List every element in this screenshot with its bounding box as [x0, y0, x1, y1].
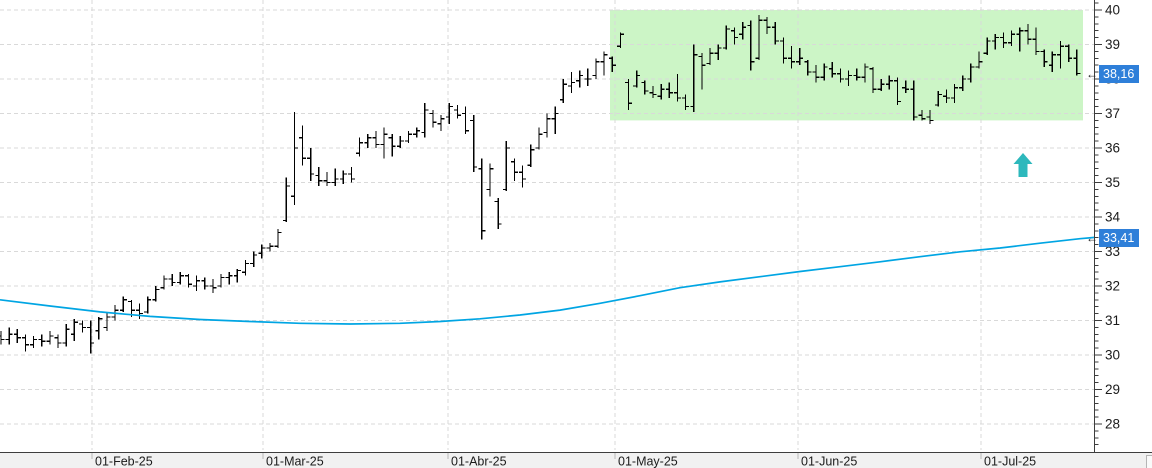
y-axis-label: 33	[1105, 244, 1120, 259]
ma-line	[0, 236, 1096, 325]
y-axis-label: 32	[1105, 279, 1120, 294]
highlight-region	[610, 10, 1083, 121]
gridlines	[0, 0, 1094, 450]
scrollbar-corner	[1146, 455, 1152, 468]
y-axis-label: 35	[1105, 175, 1120, 190]
x-axis-label: 01-Mar-25	[266, 455, 324, 468]
y-axis-label: 34	[1105, 210, 1121, 225]
y-axis-label: 37	[1105, 106, 1120, 121]
y-axis-label: 28	[1105, 417, 1120, 432]
last-price-badge: ← 38,16	[1086, 65, 1140, 83]
y-axis-label: 40	[1105, 3, 1120, 18]
ma-value: 33,41	[1099, 229, 1140, 247]
x-axis-label: 01-May-25	[618, 455, 678, 468]
y-axis-label: 39	[1105, 37, 1120, 52]
x-axis-label: 01-Feb-25	[95, 455, 153, 468]
buy-signal-arrow-icon	[1013, 153, 1033, 177]
badge-pointer-icon: ←	[1086, 231, 1098, 245]
y-axis-label: 36	[1105, 141, 1120, 156]
y-axis-label: 31	[1105, 313, 1120, 328]
ma-value-badge: ← 33,41	[1086, 229, 1140, 247]
badge-pointer-icon: ←	[1086, 67, 1098, 81]
y-axis-label: 30	[1105, 348, 1120, 363]
ohlc-bars	[0, 15, 1081, 354]
x-axis-label: 01-Abr-25	[451, 455, 507, 468]
y-axis-label: 29	[1105, 382, 1120, 397]
last-price-value: 38,16	[1099, 65, 1140, 83]
x-axis-label: 01-Jul-25	[984, 455, 1036, 468]
x-axis-label: 01-Jun-25	[801, 455, 857, 468]
x-axis: 01-Feb-25 01-Mar-25 01-Abr-25 01-May-25 01-J…	[0, 452, 1152, 468]
